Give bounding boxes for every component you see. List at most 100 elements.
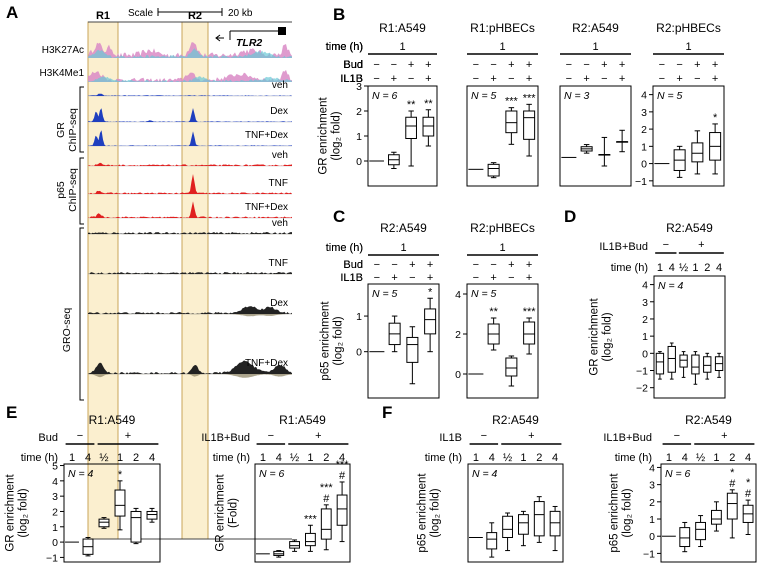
bud-sign: − <box>473 59 479 71</box>
time-tick-label: 4 <box>682 452 688 464</box>
bud-sign: − <box>473 259 479 271</box>
time-tick-label: 2 <box>323 452 329 464</box>
il1b-sign: + <box>712 73 718 85</box>
chart-title: R2:pHBECs <box>656 21 721 35</box>
box-5: ***# <box>336 459 349 543</box>
bud-sign: + <box>601 59 607 71</box>
track-label: TNF <box>269 178 288 189</box>
box-3: *** <box>523 92 536 157</box>
track-label: TNF+Dex <box>245 202 288 213</box>
y-tick-label: 1 <box>356 131 362 143</box>
box-iqr <box>518 514 529 535</box>
n-label: N = 5 <box>657 90 683 102</box>
box-iqr <box>486 532 498 550</box>
n-label: N = 5 <box>471 90 497 102</box>
box-4 <box>703 352 712 380</box>
time-tick-label: 2 <box>704 262 710 274</box>
il1b-sign: − <box>408 73 414 85</box>
bud-sign: + <box>694 59 700 71</box>
significance-mark: *** <box>320 482 334 494</box>
box-iqr <box>405 116 417 139</box>
chart-title: R2:A549 <box>685 413 732 427</box>
bud-sign: + <box>409 259 415 271</box>
il1b-sign: + <box>619 73 625 85</box>
y-tick-label: 0 <box>52 537 58 549</box>
il1b-sign: − <box>659 73 665 85</box>
treatment-row-label: IL1B+Bud <box>599 241 648 253</box>
plot-frame <box>367 283 440 399</box>
bud-sign: + <box>508 59 514 71</box>
y-axis-label-line: GR enrichment <box>5 474 17 552</box>
gene-name: TLR2 <box>236 37 262 49</box>
y-axis-label-line: p65 enrichment <box>609 473 621 553</box>
n-label: N = 4 <box>472 468 498 480</box>
y-tick-label: 3 <box>649 480 655 492</box>
group-label-line: ChIP-seq <box>67 108 79 152</box>
n-label: N = 6 <box>259 468 285 480</box>
y-tick-label: 2 <box>52 506 58 518</box>
plot-frame <box>652 85 725 187</box>
time-row-label: time (h) <box>615 452 652 464</box>
box-iqr <box>667 345 676 373</box>
bud-sign: − <box>659 59 665 71</box>
box-5: *# <box>742 477 754 535</box>
group-label-line: p65 <box>55 181 67 199</box>
time-tick-label: ½ <box>696 452 705 464</box>
plot-frame <box>254 463 351 563</box>
il1b-sign: − <box>373 73 379 85</box>
y-tick-label: 3 <box>642 297 648 309</box>
bud-sign: − <box>373 59 379 71</box>
y-axis-label-line: (log₂ fold) <box>622 488 634 537</box>
il1b-sign: + <box>490 272 496 284</box>
y-axis-label-line: GR enrichment <box>215 474 227 552</box>
y-axis-label: GR enrichment (log₂ fold) <box>5 474 30 552</box>
il1b-row-label: IL1B <box>340 272 363 284</box>
box-3: *** <box>523 306 536 355</box>
group-label: GRO-seq <box>61 308 73 353</box>
group-bracket <box>79 157 84 225</box>
box-iqr <box>487 163 500 177</box>
box-2 <box>406 326 419 385</box>
group-label-line: GRO-seq <box>61 308 73 353</box>
plot-frame <box>466 85 539 187</box>
il1b-row-label: IL1B <box>340 73 363 85</box>
y-tick-label: 0 <box>641 159 647 171</box>
y-tick-label: 2 <box>649 497 655 509</box>
y-tick-label: 3 <box>356 81 362 93</box>
time-tick-label: 4 <box>149 452 155 464</box>
bud-sign: − <box>374 259 380 271</box>
time-tick-label: 2 <box>133 452 139 464</box>
panel-label-c: C <box>333 207 345 226</box>
plot-frame <box>467 463 564 563</box>
y-tick-label: −1 <box>635 176 647 188</box>
box-3 <box>518 510 529 547</box>
il1b-row-label: IL1B <box>340 73 363 85</box>
y-axis-label: GR enrichment (Fold) <box>215 474 240 552</box>
mark-label: H3K27Ac <box>42 45 84 56</box>
y-tick-label: 4 <box>455 289 461 301</box>
il1b-sign: + <box>526 73 532 85</box>
box-iqr <box>691 142 704 163</box>
bud-row-label: Bud <box>343 59 363 71</box>
group-minus-sign: − <box>674 430 680 442</box>
n-label: N = 6 <box>372 90 398 102</box>
n-label: N = 6 <box>665 468 691 480</box>
plot-frame <box>653 275 726 399</box>
scale-value: 20 kb <box>228 8 253 19</box>
y-axis-label: p65 enrichment (log₂ fold) <box>320 301 345 381</box>
box-1 <box>487 162 500 179</box>
time-row-label: time (h) <box>611 262 648 274</box>
bud-row-label: Bud <box>343 59 363 71</box>
time-tick-label: 4 <box>339 452 345 464</box>
bud-sign: + <box>712 59 718 71</box>
box-4 <box>130 507 142 545</box>
box-2 <box>98 517 110 529</box>
bud-sign: + <box>526 59 532 71</box>
box-4: *# <box>726 467 738 539</box>
box-0 <box>655 351 665 380</box>
time-tick-label: 1 <box>260 452 266 464</box>
time-row-label: time (h) <box>213 452 250 464</box>
box-1 <box>486 522 498 558</box>
y-axis-label: GR enrichment (log₂ fold) <box>589 298 614 376</box>
